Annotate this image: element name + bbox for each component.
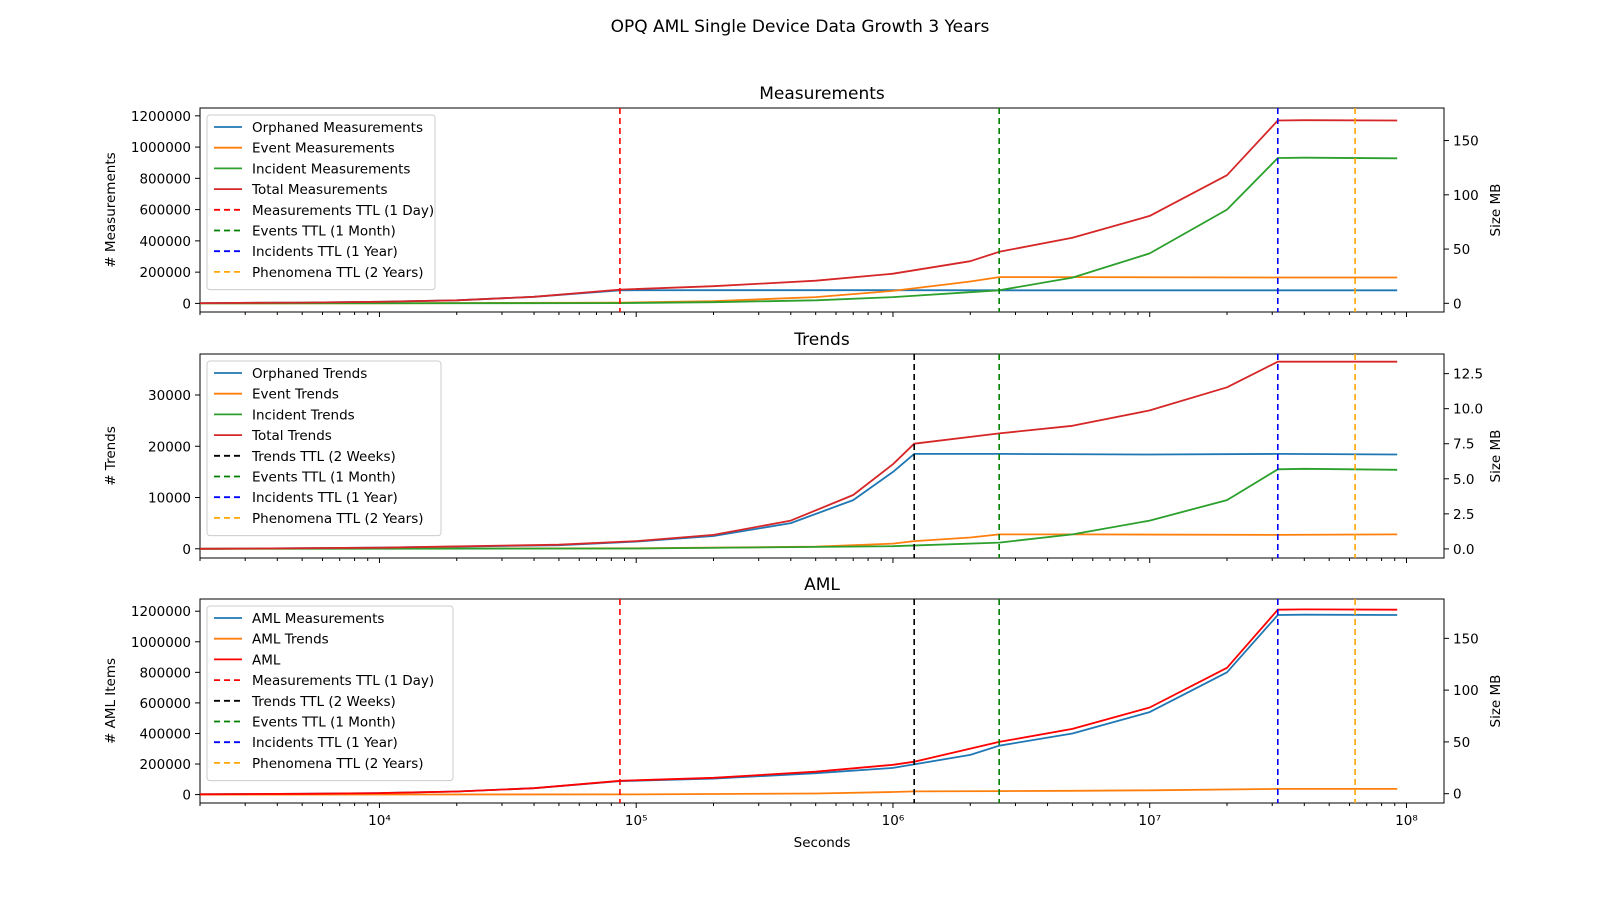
y2-tick-label: 150 bbox=[1453, 631, 1479, 647]
panel-title: Measurements bbox=[759, 84, 885, 104]
y-tick-label: 400000 bbox=[139, 726, 191, 742]
legend-box bbox=[206, 360, 442, 537]
y-tick-label: 20000 bbox=[148, 439, 191, 455]
legend-label: Total Measurements bbox=[251, 182, 388, 198]
y-tick-label: 1000000 bbox=[131, 635, 191, 651]
x-axis-label: Seconds bbox=[794, 835, 851, 851]
y2-tick-label: 12.5 bbox=[1453, 367, 1483, 383]
panel-trends: Trends 0 10000 20000 30000 0.0 2.5 5.0 7.5 10.0 12… bbox=[103, 330, 1504, 563]
legend-label: Phenomena TTL (2 Years) bbox=[252, 265, 424, 281]
series-line bbox=[200, 360, 1398, 550]
y2-tick-label: 0.0 bbox=[1453, 542, 1474, 558]
y2-tick-label: 2.5 bbox=[1453, 507, 1474, 523]
legend-label: Measurements TTL (1 Day) bbox=[252, 673, 434, 689]
legend-label: Incident Trends bbox=[252, 407, 355, 423]
series-group bbox=[200, 354, 1398, 558]
legend-label: Orphaned Trends bbox=[252, 366, 367, 382]
panel-measurements: Measurements 0 200000 400000 600000 800000 100… bbox=[103, 84, 1504, 317]
y2-tick-label: 0 bbox=[1453, 296, 1462, 312]
y-tick-label: 0 bbox=[182, 542, 191, 558]
legend-label: Events TTL (1 Month) bbox=[252, 715, 396, 731]
legend-label: AML bbox=[252, 652, 281, 668]
y-tick-label: 10000 bbox=[148, 491, 191, 507]
legend-label: Orphaned Measurements bbox=[252, 120, 423, 136]
legend-box bbox=[206, 605, 454, 782]
series-line bbox=[200, 467, 1398, 550]
plot-frame bbox=[199, 353, 1445, 559]
y-tick-label: 600000 bbox=[139, 203, 191, 219]
y2-tick-label: 0 bbox=[1453, 787, 1462, 803]
series-line bbox=[200, 156, 1398, 305]
y-tick-label: 400000 bbox=[139, 234, 191, 250]
legend-label: Trends TTL (2 Weeks) bbox=[251, 449, 396, 465]
panel-title: AML bbox=[804, 575, 840, 595]
legend-label: AML Measurements bbox=[252, 611, 384, 627]
y2-tick-label: 50 bbox=[1453, 242, 1470, 258]
y2-tick-label: 100 bbox=[1453, 188, 1479, 204]
y2-axis-label: Size MB bbox=[1488, 675, 1504, 728]
y-tick-label: 30000 bbox=[148, 388, 191, 404]
y-axis-label: # Trends bbox=[103, 426, 119, 486]
legend-label: Phenomena TTL (2 Years) bbox=[252, 756, 424, 772]
x-tick-label: 10⁷ bbox=[1138, 813, 1161, 829]
x-tick-label: 10⁸ bbox=[1395, 813, 1418, 829]
panel-aml: AML 0 200000 400000 600000 800000 1000000 12000… bbox=[103, 575, 1504, 851]
legend: AML Measurements AML Trends AML Measurement… bbox=[206, 605, 454, 782]
panel-title: Trends bbox=[793, 330, 850, 350]
legend: Orphaned Trends Event Trends Incident Tren… bbox=[206, 360, 442, 537]
y-tick-label: 200000 bbox=[139, 265, 191, 281]
series-line bbox=[200, 119, 1398, 304]
y-tick-label: 1000000 bbox=[131, 140, 191, 156]
y-axis-label: # Measurements bbox=[103, 152, 119, 267]
legend-label: Events TTL (1 Month) bbox=[252, 224, 396, 240]
y2-axis-label: Size MB bbox=[1488, 430, 1504, 483]
y-tick-label: 600000 bbox=[139, 696, 191, 712]
y2-tick-label: 10.0 bbox=[1453, 402, 1483, 418]
legend-label: Incidents TTL (1 Year) bbox=[252, 244, 398, 260]
x-tick-label: 10⁶ bbox=[882, 813, 905, 829]
y-tick-label: 800000 bbox=[139, 665, 191, 681]
y-tick-label: 1200000 bbox=[131, 109, 191, 125]
series-line bbox=[200, 608, 1398, 796]
series-group bbox=[200, 108, 1398, 312]
legend-box bbox=[206, 114, 436, 291]
series-group bbox=[200, 599, 1398, 803]
y2-tick-label: 50 bbox=[1453, 735, 1470, 751]
y2-axis-label: Size MB bbox=[1488, 184, 1504, 237]
legend: Orphaned Measurements Event Measurements I… bbox=[206, 114, 436, 291]
y2-tick-label: 7.5 bbox=[1453, 437, 1474, 453]
series-line bbox=[200, 788, 1398, 796]
y2-tick-label: 5.0 bbox=[1453, 472, 1474, 488]
y-tick-label: 0 bbox=[182, 296, 191, 312]
plot-frame bbox=[199, 598, 1445, 804]
legend-label: AML Trends bbox=[252, 632, 329, 648]
legend-label: Incidents TTL (1 Year) bbox=[252, 735, 398, 751]
y-tick-label: 800000 bbox=[139, 171, 191, 187]
y-tick-label: 1200000 bbox=[131, 604, 191, 620]
legend-label: Trends TTL (2 Weeks) bbox=[251, 694, 396, 710]
figure-title: OPQ AML Single Device Data Growth 3 Year… bbox=[611, 17, 990, 37]
y-tick-label: 0 bbox=[182, 788, 191, 804]
legend-label: Events TTL (1 Month) bbox=[252, 470, 396, 486]
legend-label: Total Trends bbox=[251, 428, 332, 444]
y-axis-label: # AML Items bbox=[103, 658, 119, 744]
legend-label: Measurements TTL (1 Day) bbox=[252, 203, 434, 219]
x-tick-label: 10⁵ bbox=[625, 813, 648, 829]
legend-label: Incident Measurements bbox=[252, 161, 410, 177]
x-tick-label: 10⁴ bbox=[368, 813, 391, 829]
legend-label: Incidents TTL (1 Year) bbox=[252, 490, 398, 506]
y2-tick-label: 150 bbox=[1453, 134, 1479, 150]
legend-label: Event Trends bbox=[252, 387, 339, 403]
legend-label: Event Measurements bbox=[252, 141, 395, 157]
y-tick-label: 200000 bbox=[139, 757, 191, 773]
y2-tick-label: 100 bbox=[1453, 683, 1479, 699]
legend-label: Phenomena TTL (2 Years) bbox=[252, 511, 424, 527]
